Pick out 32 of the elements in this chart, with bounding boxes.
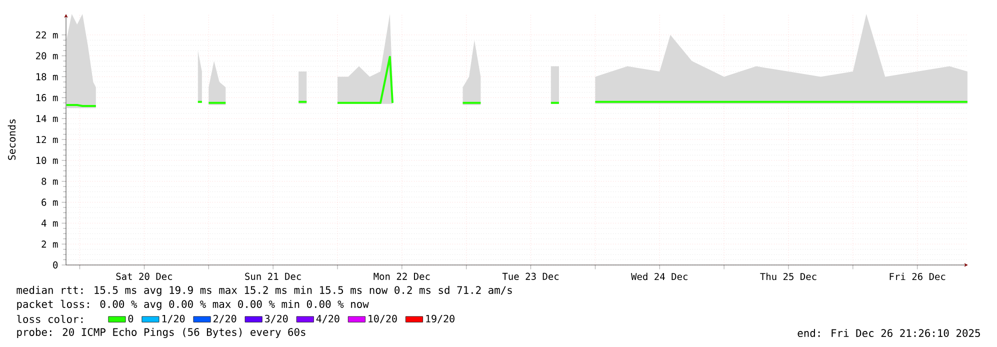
x-tick-label: Thu 25 Dec: [760, 272, 816, 280]
legend-label: 10/20: [368, 314, 397, 324]
legend-label: 2/20: [213, 314, 236, 324]
x-tick-label: Sun 21 Dec: [245, 272, 301, 280]
legend-label: 19/20: [426, 314, 454, 324]
legend-label: 4/20: [316, 314, 340, 324]
y-tick-label: 20 m: [36, 52, 58, 60]
x-tick-label: Tue 23 Dec: [502, 272, 559, 280]
y-tick-label: 4 m: [42, 220, 58, 227]
y-tick-label: 6 m: [42, 198, 58, 206]
x-tick-label: Wed 24 Dec: [631, 272, 688, 280]
y-tick-label: 18 m: [36, 73, 58, 80]
legend-label: 0: [128, 314, 134, 322]
x-tick-label: Mon 22 Dec: [374, 272, 430, 280]
y-tick-label: 10 m: [36, 156, 58, 164]
y-axis-title: Seconds: [8, 119, 16, 160]
legend-label: 1/20: [162, 314, 185, 324]
text: median rtt: 15.5 ms avg 19.9 ms max 15.2 ms min 15.5 ms now 0.2 ms sd 71.2 am/s: [16, 286, 512, 296]
text: loss color:: [17, 314, 83, 324]
y-tick-label: 0: [53, 261, 58, 269]
y-tick-label: 16 m: [36, 94, 58, 102]
y-tick-label: 22 m: [36, 31, 58, 38]
legend-label: 3/20: [264, 314, 288, 324]
x-tick-label: Sat 20 Dec: [116, 272, 172, 280]
text: probe: 20 ICMP Echo Pings (56 Bytes) every 60s: [17, 328, 306, 338]
text: end: Fri Dec 26 21:26:10 2025: [798, 328, 980, 338]
y-tick-label: 12 m: [36, 136, 58, 144]
text: packet loss: 0.00 % avg 0.00 % max 0.00 % min 0.00 % now: [17, 300, 369, 310]
y-tick-label: 8 m: [42, 178, 58, 185]
y-tick-label: 14 m: [36, 115, 58, 122]
x-tick-label: Fri 26 Dec: [890, 272, 946, 280]
y-tick-label: 2 m: [42, 240, 58, 248]
